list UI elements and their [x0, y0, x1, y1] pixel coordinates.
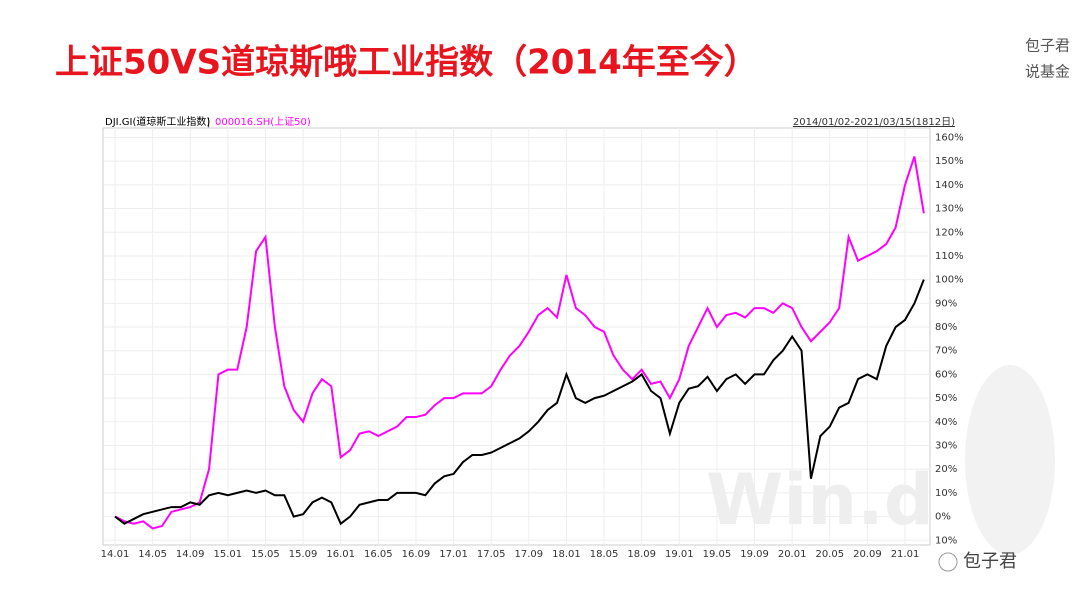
x-tick-label: 20.09: [853, 549, 882, 560]
x-tick-label: 18.01: [552, 549, 581, 560]
x-tick-label: 17.01: [439, 549, 468, 560]
separator: |: [207, 117, 210, 128]
x-tick-label: 19.05: [703, 549, 732, 560]
wechat-icon: [938, 552, 958, 572]
x-tick-label: 21.01: [891, 549, 920, 560]
x-tick-label: 19.01: [665, 549, 694, 560]
y-tick-label: 110%: [935, 251, 964, 262]
y-tick-label: 60%: [935, 369, 957, 380]
y-tick-label: 120%: [935, 227, 964, 238]
page-title: 上证50VS道琼斯哦工业指数（2014年至今）: [55, 43, 758, 83]
y-tick-label: 40%: [935, 417, 957, 428]
brand: 包子君: [963, 551, 1017, 572]
watermark: Win.d: [706, 459, 934, 541]
x-tick-label: 17.05: [477, 549, 506, 560]
y-tick-label: 90%: [935, 298, 957, 309]
y-tick-label: 10%: [935, 488, 957, 499]
x-tick-label: 16.05: [364, 549, 393, 560]
x-tick-label: 15.01: [214, 549, 243, 560]
legend-entry: DJI.GI(道琼斯工业指数): [105, 115, 210, 128]
legend-entry: 000016.SH(上证50): [215, 116, 311, 128]
date-range: 2014/01/02-2021/03/15(1812日): [793, 117, 955, 128]
decoration: [965, 365, 1055, 555]
y-tick-label: 140%: [935, 180, 964, 191]
x-tick-label: 15.09: [289, 549, 318, 560]
y-tick-label: 20%: [935, 464, 957, 475]
y-tick-label: 50%: [935, 393, 957, 404]
x-tick-label: 16.01: [326, 549, 355, 560]
x-tick-label: 19.09: [740, 549, 769, 560]
brand: 包子君: [1025, 37, 1070, 55]
brand: 说基金: [1025, 63, 1070, 81]
x-tick-label: 16.09: [402, 549, 431, 560]
line-series: [114, 156, 925, 530]
plot-frame: [102, 127, 931, 546]
x-tick-label: 14.01: [101, 549, 130, 560]
x-tick-label: 18.09: [627, 549, 656, 560]
x-tick-label: 15.05: [251, 549, 280, 560]
y-tick-label: 0%: [935, 512, 951, 523]
x-tick-label: 18.05: [590, 549, 619, 560]
y-tick-label: 150%: [935, 156, 964, 167]
y-tick-label: 80%: [935, 322, 957, 333]
x-tick-label: 20.05: [815, 549, 844, 560]
y-tick-label: 10%: [935, 535, 957, 546]
y-tick-label: 130%: [935, 204, 964, 215]
x-tick-label: 17.09: [514, 549, 543, 560]
y-tick-label: 160%: [935, 132, 964, 143]
x-tick-label: 20.01: [778, 549, 807, 560]
line-series: [114, 279, 925, 526]
x-tick-label: 14.09: [176, 549, 205, 560]
x-tick-label: 14.05: [138, 549, 167, 560]
y-tick-label: 30%: [935, 440, 957, 451]
y-tick-label: 70%: [935, 346, 957, 357]
y-tick-label: 100%: [935, 275, 964, 286]
